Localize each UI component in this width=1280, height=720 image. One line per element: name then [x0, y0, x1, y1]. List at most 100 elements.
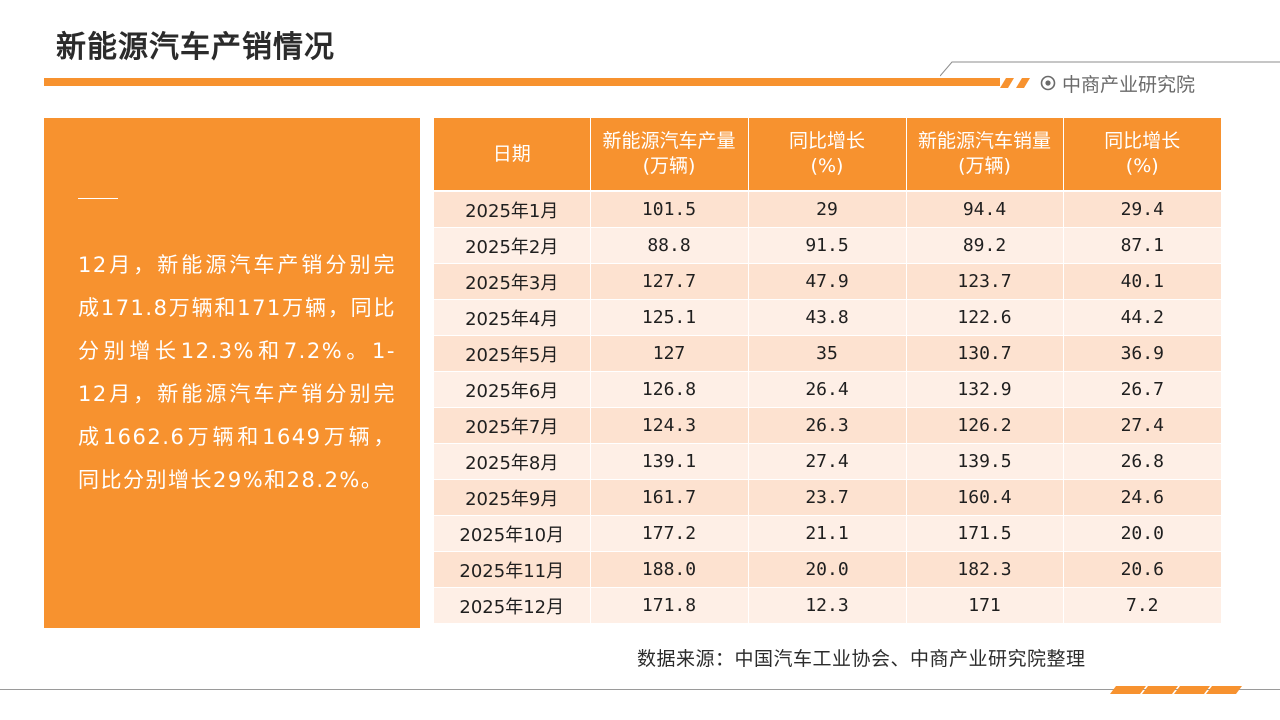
value-cell: 182.3	[906, 551, 1064, 588]
value-cell: 125.1	[590, 299, 749, 336]
value-cell: 43.8	[748, 299, 907, 336]
table-row: 2025年1月 101.5 29 94.4 29.4	[434, 191, 1221, 228]
table-row: 2025年4月 125.1 43.8 122.6 44.2	[434, 299, 1221, 336]
value-cell: 47.9	[748, 263, 907, 300]
header-unit: (%)	[1125, 155, 1159, 177]
table-row: 2025年5月 127 35 130.7 36.9	[434, 335, 1221, 372]
header-slash-marks	[1000, 78, 1030, 88]
brand-name: 中商产业研究院	[1062, 73, 1196, 96]
footer-slash-marks	[1110, 686, 1242, 694]
header-unit: (万辆)	[642, 155, 696, 177]
header-sales: 新能源汽车销量 (万辆)	[906, 118, 1064, 192]
target-icon	[1040, 75, 1056, 91]
date-cell: 2025年2月	[434, 227, 591, 264]
table-row: 2025年7月 124.3 26.3 126.2 27.4	[434, 407, 1221, 444]
value-cell: 21.1	[748, 515, 907, 552]
value-cell: 123.7	[906, 263, 1064, 300]
date-cell: 2025年11月	[434, 551, 591, 588]
page-title: 新能源汽车产销情况	[56, 30, 335, 65]
value-cell: 26.3	[748, 407, 907, 444]
date-cell: 2025年6月	[434, 371, 591, 408]
table-row: 2025年2月 88.8 91.5 89.2 87.1	[434, 227, 1221, 264]
value-cell: 127	[590, 335, 749, 372]
date-cell: 2025年4月	[434, 299, 591, 336]
header-unit: (%)	[810, 155, 844, 177]
table-row: 2025年10月 177.2 21.1 171.5 20.0	[434, 515, 1221, 552]
brand: 中商产业研究院	[1040, 70, 1195, 96]
value-cell: 122.6	[906, 299, 1064, 336]
value-cell: 132.9	[906, 371, 1064, 408]
value-cell: 127.7	[590, 263, 749, 300]
header-label: 新能源汽车产量	[602, 130, 736, 152]
value-cell: 124.3	[590, 407, 749, 444]
value-cell: 27.4	[1063, 407, 1221, 444]
value-cell: 94.4	[906, 191, 1064, 228]
date-cell: 2025年7月	[434, 407, 591, 444]
header-label: 同比增长	[1104, 130, 1181, 152]
value-cell: 139.5	[906, 443, 1064, 480]
header-unit: (万辆)	[958, 155, 1011, 177]
date-cell: 2025年12月	[434, 587, 591, 624]
header-sales-growth: 同比增长 (%)	[1063, 118, 1221, 192]
value-cell: 24.6	[1063, 479, 1221, 516]
summary-text: 12月，新能源汽车产销分别完成171.8万辆和171万辆，同比分别增长12.3%…	[78, 253, 396, 492]
table-body: 2025年1月 101.5 29 94.4 29.4 2025年2月 88.8 91.5 89.…	[434, 191, 1221, 624]
value-cell: 88.8	[590, 227, 749, 264]
value-cell: 87.1	[1063, 227, 1221, 264]
value-cell: 26.4	[748, 371, 907, 408]
value-cell: 171	[906, 587, 1064, 624]
table-row: 2025年9月 161.7 23.7 160.4 24.6	[434, 479, 1221, 516]
date-cell: 2025年10月	[434, 515, 591, 552]
value-cell: 91.5	[748, 227, 907, 264]
value-cell: 44.2	[1063, 299, 1221, 336]
data-source-note: 数据来源：中国汽车工业协会、中商产业研究院整理	[637, 648, 1086, 670]
header-label: 新能源汽车销量	[917, 130, 1051, 152]
nev-data-table: 日期 新能源汽车产量 (万辆) 同比增长 (%) 新能源汽车销量 (万辆) 同比…	[434, 118, 1221, 624]
value-cell: 171.5	[906, 515, 1064, 552]
date-cell: 2025年1月	[434, 191, 591, 228]
header-label: 日期	[492, 142, 531, 165]
header-label: 同比增长	[788, 130, 865, 152]
value-cell: 177.2	[590, 515, 749, 552]
value-cell: 188.0	[590, 551, 749, 588]
value-cell: 20.6	[1063, 551, 1221, 588]
table-row: 2025年11月 188.0 20.0 182.3 20.6	[434, 551, 1221, 588]
value-cell: 7.2	[1063, 587, 1221, 624]
value-cell: 29	[748, 191, 907, 228]
value-cell: 12.3	[748, 587, 907, 624]
value-cell: 139.1	[590, 443, 749, 480]
value-cell: 36.9	[1063, 335, 1221, 372]
value-cell: 26.7	[1063, 371, 1221, 408]
value-cell: 126.2	[906, 407, 1064, 444]
value-cell: 40.1	[1063, 263, 1221, 300]
value-cell: 35	[748, 335, 907, 372]
summary-divider	[78, 198, 118, 199]
footer-rule	[0, 689, 1280, 690]
header-slash-line	[940, 61, 1280, 77]
value-cell: 130.7	[906, 335, 1064, 372]
value-cell: 23.7	[748, 479, 907, 516]
table-row: 2025年8月 139.1 27.4 139.5 26.8	[434, 443, 1221, 480]
value-cell: 20.0	[748, 551, 907, 588]
table-header-row: 日期 新能源汽车产量 (万辆) 同比增长 (%) 新能源汽车销量 (万辆) 同比…	[434, 118, 1221, 192]
value-cell: 161.7	[590, 479, 749, 516]
value-cell: 26.8	[1063, 443, 1221, 480]
table-row: 2025年12月 171.8 12.3 171 7.2	[434, 587, 1221, 624]
date-cell: 2025年9月	[434, 479, 591, 516]
header-date: 日期	[434, 118, 591, 192]
table-row: 2025年3月 127.7 47.9 123.7 40.1	[434, 263, 1221, 300]
value-cell: 126.8	[590, 371, 749, 408]
value-cell: 27.4	[748, 443, 907, 480]
summary-panel: 12月，新能源汽车产销分别完成171.8万辆和171万辆，同比分别增长12.3%…	[44, 118, 420, 628]
value-cell: 20.0	[1063, 515, 1221, 552]
table-row: 2025年6月 126.8 26.4 132.9 26.7	[434, 371, 1221, 408]
date-cell: 2025年3月	[434, 263, 591, 300]
value-cell: 29.4	[1063, 191, 1221, 228]
value-cell: 89.2	[906, 227, 1064, 264]
header-production-growth: 同比增长 (%)	[748, 118, 907, 192]
value-cell: 101.5	[590, 191, 749, 228]
value-cell: 171.8	[590, 587, 749, 624]
date-cell: 2025年5月	[434, 335, 591, 372]
title-accent-bar	[44, 78, 1000, 86]
value-cell: 160.4	[906, 479, 1064, 516]
